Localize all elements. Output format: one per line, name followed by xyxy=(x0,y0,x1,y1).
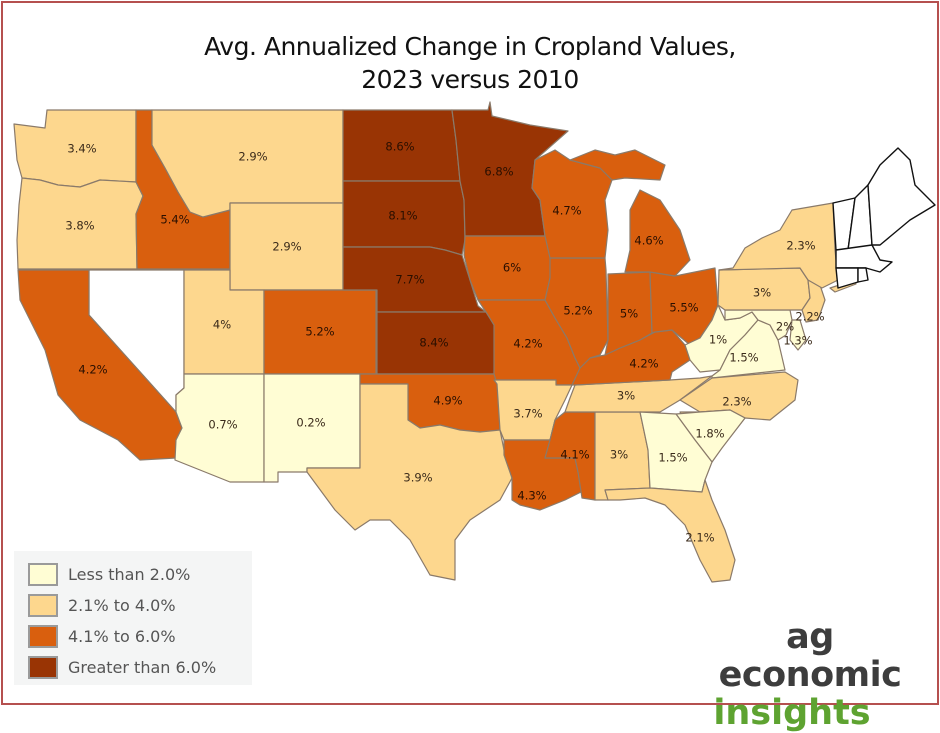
label-ar: 3.7% xyxy=(513,407,542,421)
label-or: 3.8% xyxy=(65,219,94,233)
label-il: 5.2% xyxy=(563,304,592,318)
label-tn: 3% xyxy=(617,389,635,403)
legend-item-4-1-to-6: 4.1% to 6.0% xyxy=(28,623,176,649)
label-ky: 4.2% xyxy=(629,357,658,371)
state-maryland xyxy=(724,309,793,341)
label-sd: 8.1% xyxy=(388,209,417,223)
label-in: 5% xyxy=(620,307,638,321)
ag-economic-insights-logo: ag economic insights xyxy=(690,618,930,732)
legend-swatch xyxy=(28,562,58,586)
label-az: 0.7% xyxy=(208,418,237,432)
label-ga: 1.5% xyxy=(658,451,687,465)
legend-label: Greater than 6.0% xyxy=(68,657,217,677)
label-ne: 7.7% xyxy=(395,273,424,287)
label-ut: 4% xyxy=(213,318,231,332)
map-legend: Less than 2.0% 2.1% to 4.0% 4.1% to 6.0%… xyxy=(14,551,252,685)
image-frame xyxy=(1,1,939,705)
label-md: 2% xyxy=(776,320,794,334)
state-north-carolina xyxy=(679,371,799,421)
state-maine xyxy=(867,147,936,246)
label-sc: 1.8% xyxy=(695,427,724,441)
label-fl: 2.1% xyxy=(685,531,714,545)
label-nc: 2.3% xyxy=(722,395,751,409)
label-nd: 8.6% xyxy=(385,140,414,154)
chart-title: Avg. Annualized Change in Cropland Value… xyxy=(0,30,940,96)
legend-swatch xyxy=(28,593,58,617)
legend-label: Less than 2.0% xyxy=(68,564,191,584)
label-nj: 2.2% xyxy=(795,310,824,324)
state-california xyxy=(17,269,183,461)
state-illinois xyxy=(544,257,609,369)
legend-swatch xyxy=(28,624,58,648)
label-wv: 1% xyxy=(709,333,727,347)
chart-title-line2: 2023 versus 2010 xyxy=(361,65,579,94)
us-choropleth-map: 3.4% 3.8% 5.4% 2.9% 2.9% 4.2% 4% 5.2% 0.… xyxy=(13,101,936,583)
legend-label: 2.1% to 4.0% xyxy=(68,595,176,615)
legend-item-2-1-to-4: 2.1% to 4.0% xyxy=(28,592,176,618)
label-mo: 4.2% xyxy=(513,337,542,351)
state-nebraska xyxy=(342,246,487,313)
label-mn: 6.8% xyxy=(484,165,513,179)
label-ok: 4.9% xyxy=(433,394,462,408)
state-florida xyxy=(604,479,736,583)
logo-line1: ag economic xyxy=(718,617,902,695)
label-wy: 2.9% xyxy=(272,240,301,254)
legend-item-greater-than-6: Greater than 6.0% xyxy=(28,654,216,680)
label-ks: 8.4% xyxy=(419,336,448,350)
label-al: 3% xyxy=(610,448,628,462)
chart-title-line1: Avg. Annualized Change in Cropland Value… xyxy=(204,32,736,61)
label-ms: 4.1% xyxy=(560,448,589,462)
label-ca: 4.2% xyxy=(78,363,107,377)
legend-label: 4.1% to 6.0% xyxy=(68,626,176,646)
state-delaware xyxy=(789,319,807,351)
state-michigan xyxy=(569,149,691,277)
label-id: 5.4% xyxy=(160,213,189,227)
label-de: 1.3% xyxy=(783,334,812,348)
label-nm: 0.2% xyxy=(296,416,325,430)
legend-swatch xyxy=(28,655,58,679)
label-ia: 6% xyxy=(503,261,521,275)
label-mt: 2.9% xyxy=(238,150,267,164)
state-texas xyxy=(306,383,513,581)
label-co: 5.2% xyxy=(305,325,334,339)
label-wi: 4.7% xyxy=(552,204,581,218)
label-wa: 3.4% xyxy=(67,142,96,156)
legend-item-less-than-2: Less than 2.0% xyxy=(28,561,190,587)
logo-line2: insights xyxy=(713,693,871,733)
label-tx: 3.9% xyxy=(403,471,432,485)
label-ny: 2.3% xyxy=(786,239,815,253)
label-va: 1.5% xyxy=(729,351,758,365)
label-oh: 5.5% xyxy=(669,301,698,315)
label-pa: 3% xyxy=(753,286,771,300)
label-la: 4.3% xyxy=(517,489,546,503)
label-mi: 4.6% xyxy=(634,234,663,248)
state-rhode-island xyxy=(857,267,869,283)
